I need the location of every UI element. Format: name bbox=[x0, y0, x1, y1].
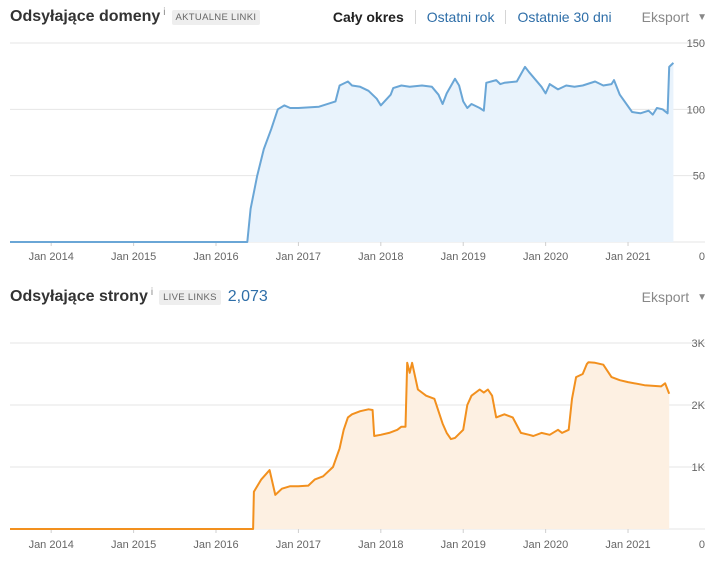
referring-pages-count: 2,073 bbox=[227, 288, 268, 305]
series-area bbox=[10, 362, 670, 529]
y-tick-label: 150 bbox=[687, 38, 705, 50]
export-label: Eksport bbox=[641, 9, 690, 25]
x-tick-label: Jan 2019 bbox=[441, 251, 486, 263]
time-range-selector: Cały okres Ostatni rok Ostatnie 30 dni bbox=[333, 9, 612, 25]
series-line bbox=[10, 361, 671, 530]
referring-domains-header: Odsyłające domeny i AKTUALNE LINKI Cały … bbox=[10, 5, 707, 29]
x-tick-label: Jan 2014 bbox=[29, 251, 74, 263]
range-divider bbox=[505, 10, 507, 24]
x-tick-label: Jan 2017 bbox=[276, 251, 321, 263]
referring-pages-section: 3K 2K 1K 0 Jan 2014 Jan 2015 Jan 2016 Jan 2017 J… bbox=[0, 280, 717, 572]
referring-domains-title: Odsyłające domeny bbox=[10, 8, 161, 25]
x-tick-label: Jan 2019 bbox=[441, 539, 486, 551]
chevron-down-icon: ▼ bbox=[697, 11, 707, 23]
x-tick-label: Jan 2014 bbox=[29, 539, 74, 551]
x-tick-label: Jan 2015 bbox=[111, 251, 156, 263]
y-tick-label: 100 bbox=[687, 104, 705, 116]
x-tick-label: Jan 2015 bbox=[111, 539, 156, 551]
chevron-down-icon: ▼ bbox=[697, 291, 707, 303]
x-tick-label: Jan 2018 bbox=[358, 539, 403, 551]
export-label: Eksport bbox=[641, 289, 690, 305]
range-last-year-button[interactable]: Ostatni rok bbox=[426, 9, 495, 25]
referring-pages-title: Odsyłające strony bbox=[10, 288, 148, 305]
series-line bbox=[10, 62, 675, 243]
x-tick-label: Jan 2021 bbox=[605, 539, 650, 551]
info-icon[interactable]: i bbox=[150, 286, 154, 298]
y-tick-label: 1K bbox=[692, 462, 706, 474]
live-links-badge: LIVE LINKS bbox=[159, 289, 221, 305]
range-all-time-button[interactable]: Cały okres bbox=[332, 9, 404, 25]
referring-domains-chart: 150 100 50 0 Jan 2014 Jan 2015 Jan 2016 Jan 201… bbox=[10, 38, 705, 263]
referring-pages-header: Odsyłające strony i LIVE LINKS 2,073 Eks… bbox=[10, 285, 707, 309]
referring-pages-chart: 3K 2K 1K 0 Jan 2014 Jan 2015 Jan 2016 Jan 2017 J… bbox=[10, 338, 706, 551]
export-dropdown[interactable]: Eksport ▼ bbox=[642, 289, 707, 305]
y-tick-label: 50 bbox=[693, 171, 705, 183]
x-tick-label: Jan 2016 bbox=[193, 539, 238, 551]
export-dropdown[interactable]: Eksport ▼ bbox=[642, 9, 707, 25]
y-tick-label: 3K bbox=[692, 338, 706, 350]
x-tick-label: Jan 2021 bbox=[605, 251, 650, 263]
x-tick-label: Jan 2016 bbox=[193, 251, 238, 263]
info-icon[interactable]: i bbox=[163, 6, 166, 18]
live-links-badge: AKTUALNE LINKI bbox=[171, 9, 261, 25]
x-tick-label: Jan 2020 bbox=[523, 251, 568, 263]
referring-domains-section: 150 100 50 0 Jan 2014 Jan 2015 Jan 2016 Jan 201… bbox=[0, 0, 717, 275]
y-tick-label: 2K bbox=[692, 400, 706, 412]
range-divider bbox=[414, 10, 416, 24]
x-tick-label: Jan 2020 bbox=[523, 539, 568, 551]
range-last-30-days-button[interactable]: Ostatnie 30 dni bbox=[517, 9, 612, 25]
x-tick-label: Jan 2018 bbox=[358, 251, 403, 263]
y-tick-label: 0 bbox=[699, 251, 705, 263]
y-tick-label: 0 bbox=[699, 539, 705, 551]
series-area bbox=[10, 62, 674, 243]
x-tick-label: Jan 2017 bbox=[276, 539, 321, 551]
